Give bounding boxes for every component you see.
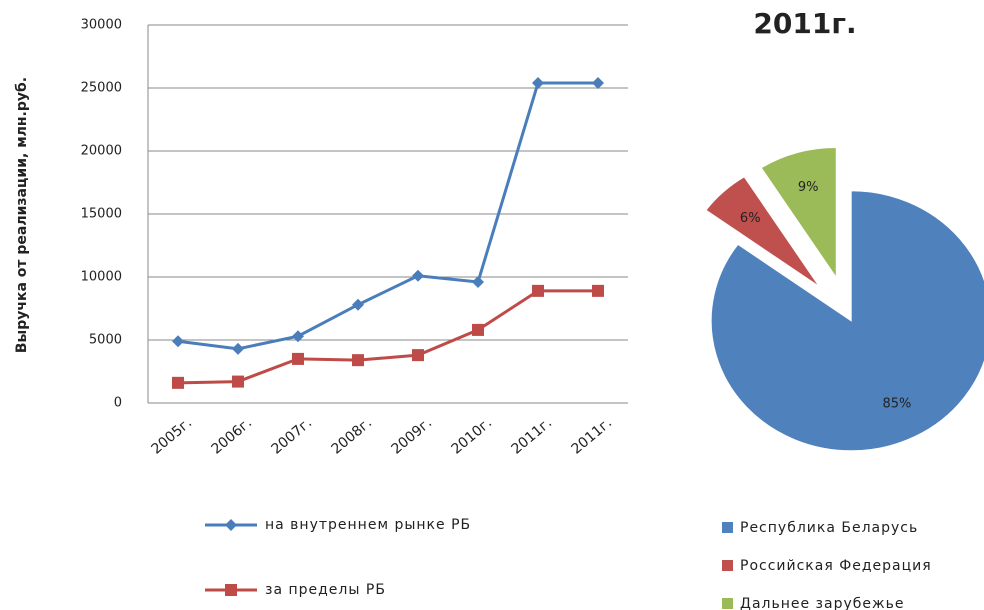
x-tick-label: 2011г. — [509, 415, 556, 458]
y-tick-label: 20000 — [81, 144, 122, 159]
marker — [232, 375, 244, 388]
x-tick-label: 2010г. — [449, 415, 496, 458]
pie-slice — [760, 147, 837, 280]
legend-swatch — [722, 598, 733, 609]
marker — [532, 76, 544, 89]
y-tick-label: 25000 — [81, 81, 122, 96]
marker — [225, 584, 237, 596]
pie-title: 2011г. — [753, 7, 856, 40]
marker — [292, 330, 304, 343]
legend-label: за пределы РБ — [265, 582, 386, 598]
pie-slice — [710, 190, 984, 452]
legend-label: Дальнее зарубежье — [740, 596, 904, 610]
series-line — [177, 289, 598, 385]
marker — [412, 269, 424, 282]
x-tick-label: 2007г. — [269, 415, 316, 458]
marker — [292, 352, 304, 365]
x-tick-label: 2011г. — [569, 415, 616, 458]
legend-swatch — [722, 522, 733, 533]
y-tick-label: 10000 — [81, 270, 122, 285]
y-tick-label: 30000 — [81, 18, 122, 33]
marker — [592, 76, 604, 89]
y-tick-label: 5000 — [89, 333, 122, 348]
legend-label: на внутреннем рынке РБ — [265, 517, 471, 533]
y-axis-label: Выручка от реализации, млн.руб. — [14, 77, 30, 353]
data-label: 9% — [798, 180, 819, 195]
marker — [532, 284, 544, 297]
x-tick-label: 2006г. — [209, 415, 256, 458]
marker — [225, 519, 237, 531]
y-tick-label: 15000 — [81, 207, 122, 222]
marker — [472, 276, 484, 289]
marker — [172, 376, 184, 389]
data-label: 85% — [882, 397, 911, 412]
marker — [352, 354, 364, 367]
legend-label: Республика Беларусь — [740, 520, 918, 536]
x-tick-label: 2008г. — [329, 415, 376, 458]
marker — [352, 298, 364, 311]
series-line — [177, 81, 598, 351]
marker — [232, 342, 244, 355]
data-label: 6% — [740, 211, 761, 226]
legend-swatch — [722, 560, 733, 571]
pie-slice — [705, 176, 820, 287]
y-tick-label: 0 — [114, 396, 122, 411]
marker — [412, 349, 424, 362]
marker — [592, 284, 604, 297]
x-tick-label: 2005г. — [149, 415, 196, 458]
x-tick-label: 2009г. — [389, 415, 436, 458]
legend-label: Российская Федерация — [740, 558, 932, 574]
marker — [472, 323, 484, 336]
marker — [172, 335, 184, 348]
